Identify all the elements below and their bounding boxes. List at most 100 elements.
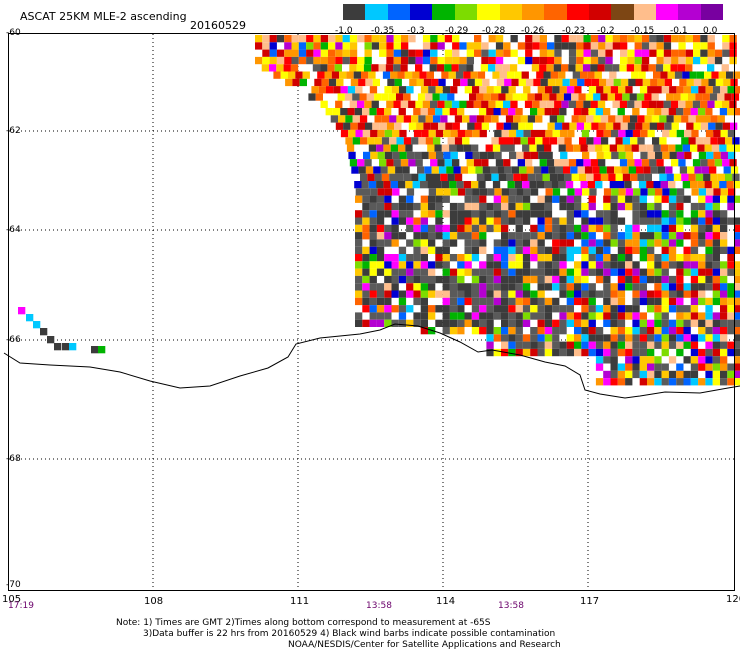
- data-pixel: [610, 305, 618, 313]
- data-pixel: [419, 181, 428, 189]
- data-pixel: [474, 122, 482, 130]
- data-pixel: [676, 363, 684, 371]
- data-pixel: [376, 297, 385, 306]
- data-pixel: [430, 100, 438, 108]
- data-pixel: [583, 159, 591, 167]
- data-pixel: [683, 341, 691, 349]
- data-pixel: [707, 64, 715, 72]
- data-pixel: [622, 137, 631, 145]
- data-pixel: [516, 129, 524, 138]
- data-pixel: [510, 35, 518, 43]
- data-pixel: [328, 42, 336, 50]
- data-pixel: [469, 115, 477, 123]
- data-pixel: [574, 319, 582, 327]
- data-pixel: [632, 348, 640, 357]
- data-pixel: [679, 166, 688, 174]
- data-pixel: [464, 217, 472, 225]
- data-pixel: [413, 319, 421, 327]
- data-pixel: [464, 239, 472, 247]
- data-pixel: [649, 49, 657, 57]
- data-pixel: [590, 159, 598, 167]
- data-pixel: [702, 93, 710, 101]
- data-pixel: [703, 173, 711, 181]
- data-pixel: [284, 49, 292, 57]
- data-pixel: [734, 348, 740, 357]
- data-pixel: [422, 35, 431, 43]
- data-pixel: [566, 341, 574, 349]
- data-pixel: [359, 115, 368, 123]
- data-pixel: [62, 343, 70, 351]
- data-pixel: [501, 202, 509, 211]
- data-pixel: [481, 159, 489, 167]
- data-pixel: [355, 195, 363, 203]
- data-pixel: [420, 246, 428, 254]
- data-pixel: [537, 86, 545, 94]
- data-pixel: [639, 254, 647, 262]
- data-pixel: [504, 78, 512, 87]
- data-pixel: [539, 35, 547, 43]
- data-pixel: [632, 283, 640, 291]
- data-pixel: [559, 239, 567, 247]
- data-pixel: [558, 71, 566, 79]
- data-pixel: [420, 297, 428, 306]
- data-pixel: [522, 144, 530, 152]
- data-pixel: [541, 166, 549, 174]
- data-pixel: [668, 275, 677, 284]
- data-pixel: [692, 100, 701, 108]
- data-pixel: [647, 188, 655, 196]
- data-pixel: [596, 86, 604, 94]
- data-pixel: [625, 363, 633, 371]
- data-pixel: [712, 334, 720, 342]
- data-pixel: [705, 86, 713, 94]
- data-pixel: [413, 224, 421, 233]
- data-pixel: [276, 35, 285, 43]
- data-pixel: [501, 224, 509, 233]
- data-pixel: [362, 268, 370, 276]
- data-pixel: [369, 312, 377, 320]
- data-pixel: [544, 210, 553, 218]
- data-pixel: [33, 321, 41, 329]
- data-pixel: [384, 202, 392, 211]
- data-pixel: [409, 78, 417, 87]
- data-pixel: [444, 49, 453, 57]
- legend-label: -0.28: [482, 26, 506, 36]
- data-pixel: [515, 290, 523, 298]
- data-pixel: [654, 195, 662, 203]
- data-pixel: [574, 261, 582, 269]
- data-pixel: [566, 275, 574, 284]
- data-pixel: [460, 78, 468, 87]
- data-pixel: [603, 261, 611, 269]
- data-pixel: [495, 56, 504, 65]
- data-pixel: [720, 283, 728, 291]
- data-pixel: [559, 305, 567, 313]
- data-pixel: [408, 122, 417, 130]
- data-pixel: [647, 370, 655, 379]
- data-pixel: [720, 327, 728, 335]
- data-pixel: [584, 166, 593, 174]
- data-pixel: [496, 122, 504, 130]
- data-pixel: [705, 334, 713, 342]
- data-pixel: [728, 151, 736, 160]
- data-pixel: [391, 275, 399, 284]
- data-pixel: [511, 78, 519, 87]
- data-pixel: [522, 254, 531, 262]
- data-pixel: [362, 254, 370, 262]
- data-pixel: [537, 334, 545, 342]
- data-pixel: [463, 144, 471, 152]
- data-pixel: [676, 86, 684, 94]
- data-pixel: [698, 290, 706, 298]
- data-pixel: [671, 35, 679, 43]
- data-pixel: [727, 312, 735, 320]
- data-pixel: [617, 275, 626, 284]
- data-pixel: [661, 254, 669, 262]
- data-pixel: [610, 232, 618, 240]
- data-pixel: [438, 166, 447, 174]
- data-pixel: [561, 35, 569, 43]
- data-pixel: [518, 122, 526, 130]
- data-pixel: [566, 232, 574, 240]
- data-pixel: [450, 129, 458, 138]
- data-pixel: [727, 378, 735, 386]
- data-pixel: [462, 137, 470, 145]
- data-pixel: [333, 86, 341, 94]
- data-pixel: [587, 181, 596, 189]
